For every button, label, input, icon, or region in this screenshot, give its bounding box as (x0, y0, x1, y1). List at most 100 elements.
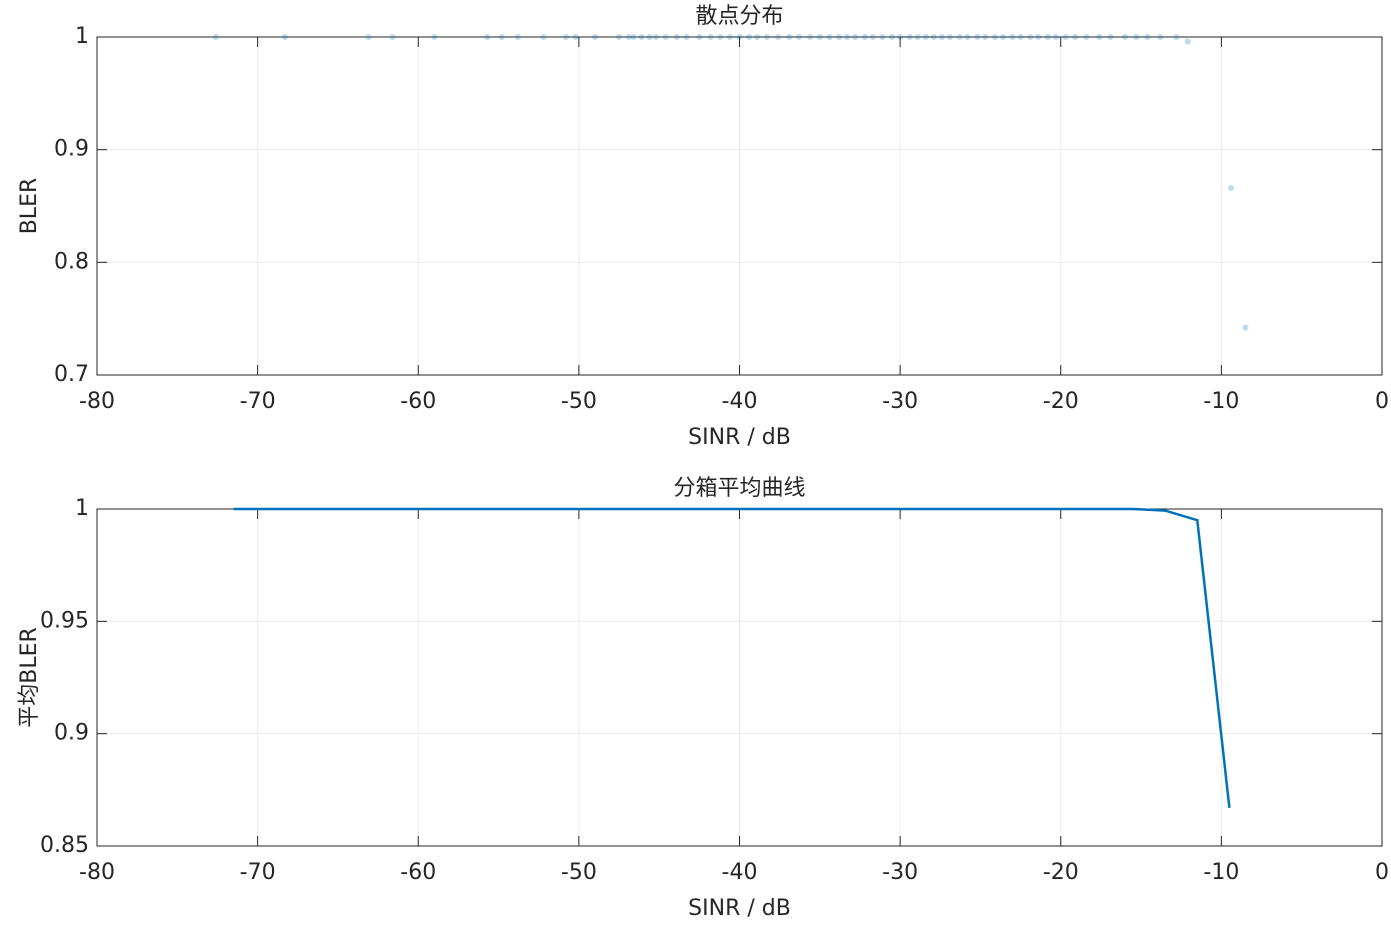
scatter-point (938, 34, 945, 40)
scatter-point (852, 34, 859, 40)
y-tick-label: 1 (75, 24, 89, 49)
scatter-point (563, 34, 570, 40)
scatter-point (514, 34, 521, 40)
scatter-point (826, 34, 833, 40)
scatter-point (836, 34, 843, 40)
scatter-point (930, 34, 937, 40)
scatter-point (763, 34, 770, 40)
x-tick-label: 0 (1375, 389, 1389, 414)
x-tick-label: -20 (1043, 860, 1079, 885)
scatter-point (616, 34, 623, 40)
scatter-point (906, 34, 913, 40)
scatter-point (673, 34, 680, 40)
y-tick-label: 0.7 (54, 362, 89, 387)
scatter-point (1228, 184, 1235, 191)
scatter-point (707, 34, 714, 40)
scatter-point (726, 34, 733, 40)
scatter-point (1009, 34, 1016, 40)
x-tick-label: -50 (561, 860, 597, 885)
scatter-point (1144, 34, 1151, 40)
x-tick-label: -10 (1203, 389, 1239, 414)
x-tick-label: -70 (240, 389, 276, 414)
scatter-point (1072, 34, 1079, 40)
scatter-point (879, 34, 886, 40)
scatter-point (807, 34, 814, 40)
x-tick-label: -40 (722, 860, 758, 885)
y-tick-label: 0.9 (54, 721, 89, 746)
scatter-point (1173, 34, 1180, 40)
x-tick-label: -80 (79, 389, 115, 414)
line-series (233, 507, 1231, 808)
x-tick-label: -10 (1203, 860, 1239, 885)
x-axis-label: SINR / dB (688, 896, 791, 921)
scatter-point (999, 34, 1006, 40)
scatter-point (630, 34, 637, 40)
scatter-point (591, 34, 598, 40)
scatter-point (1044, 34, 1051, 40)
x-tick-label: -60 (400, 389, 436, 414)
scatter-point (1035, 34, 1042, 40)
scatter-point (1027, 34, 1034, 40)
scatter-point (844, 34, 851, 40)
scatter-point (974, 34, 981, 40)
scatter-point (484, 34, 491, 40)
x-tick-label: -60 (400, 860, 436, 885)
y-tick-label: 1 (75, 496, 89, 521)
scatter-point (775, 34, 782, 40)
scatter-point (281, 34, 288, 40)
y-axis-label: BLER (17, 178, 42, 235)
scatter-point (816, 34, 823, 40)
scatter-point (946, 34, 953, 40)
scatter-point (861, 34, 868, 40)
scatter-point (889, 34, 896, 40)
scatter-point (1052, 34, 1059, 40)
scatter-point (431, 34, 438, 40)
scatter-point (646, 34, 653, 40)
chart-title: 分箱平均曲线 (673, 476, 805, 501)
x-tick-label: -30 (882, 389, 918, 414)
scatter-point (922, 34, 929, 40)
x-tick-label: 0 (1375, 860, 1389, 885)
scatter-point (1096, 34, 1103, 40)
scatter-point (914, 34, 921, 40)
scatter-point (897, 34, 904, 40)
scatter-point (1062, 34, 1069, 40)
scatter-point (1083, 34, 1090, 40)
scatter-point (964, 34, 971, 40)
scatter-point (1107, 34, 1114, 40)
scatter-point (786, 34, 793, 40)
scatter-point (365, 34, 372, 40)
chart-title: 散点分布 (695, 4, 783, 29)
scatter-point (652, 34, 659, 40)
y-tick-label: 0.9 (54, 137, 89, 162)
scatter-point (869, 34, 876, 40)
scatter-point (746, 34, 753, 40)
x-tick-label: -30 (882, 860, 918, 885)
scatter-point (389, 34, 396, 40)
scatter-point (1017, 34, 1024, 40)
scatter-point (638, 34, 645, 40)
scatter-point (662, 34, 669, 40)
scatter-point (625, 34, 632, 40)
scatter-point (1242, 324, 1249, 331)
x-tick-label: -20 (1043, 389, 1079, 414)
x-tick-label: -50 (561, 389, 597, 414)
scatter-point (736, 34, 743, 40)
scatter-point (982, 34, 989, 40)
scatter-point (212, 34, 219, 40)
y-tick-label: 0.95 (40, 608, 89, 633)
scatter-point (1122, 34, 1128, 40)
scatter-point (754, 34, 761, 40)
scatter-point (696, 34, 703, 40)
y-tick-label: 0.85 (40, 833, 89, 858)
scatter-point (1157, 34, 1164, 40)
scatter-point (956, 34, 963, 40)
scatter-point (1133, 34, 1140, 40)
scatter-point (498, 34, 505, 40)
x-tick-label: -40 (722, 389, 758, 414)
scatter-point (572, 34, 579, 40)
x-tick-label: -80 (79, 860, 115, 885)
scatter-point (991, 34, 998, 40)
scatter-point (540, 34, 547, 40)
